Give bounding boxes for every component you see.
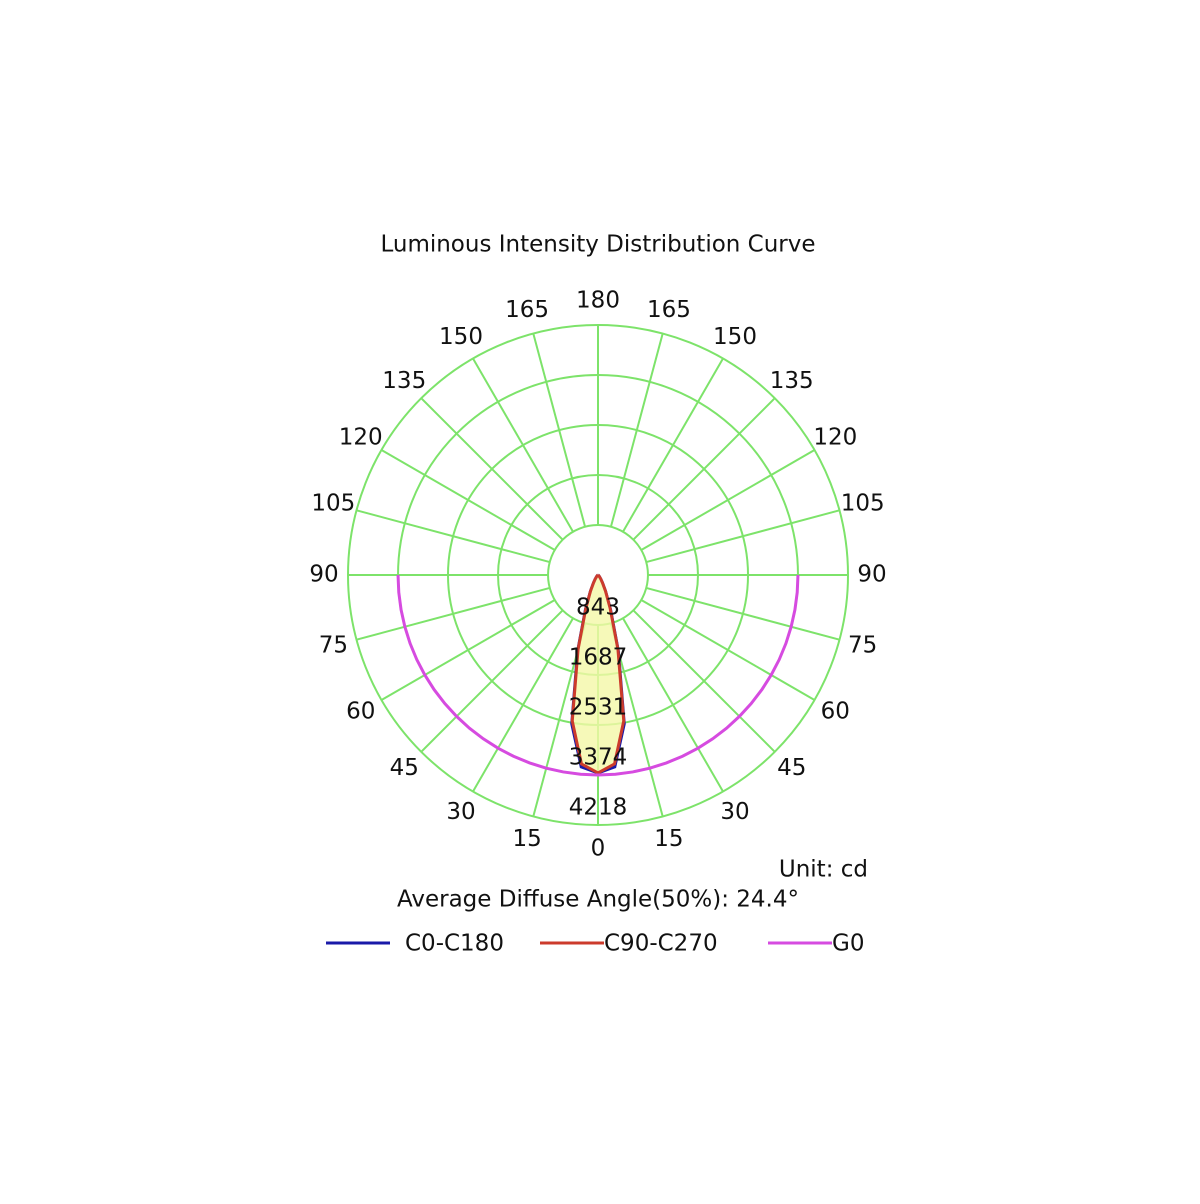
angle-label: 180 [576, 288, 620, 314]
angle-label: 120 [339, 425, 383, 451]
r-tick-label: 2531 [569, 695, 628, 721]
unit-label: Unit: cd [779, 857, 868, 883]
r-tick-label: 3374 [569, 744, 628, 770]
angle-label: 30 [446, 799, 475, 825]
angle-label: 75 [319, 632, 348, 658]
angle-label: 105 [311, 491, 355, 517]
angle-label: 150 [713, 324, 757, 350]
angle-label: 15 [654, 826, 683, 852]
legend-label: C0-C180 [405, 931, 504, 957]
angle-label: 135 [382, 368, 426, 394]
angle-label: 150 [439, 324, 483, 350]
curve [570, 573, 599, 775]
angle-label: 105 [841, 491, 885, 517]
angle-label: 0 [591, 836, 606, 862]
beam-fill [572, 575, 624, 773]
angle-label: 165 [647, 297, 691, 323]
curve [597, 573, 626, 775]
r-tick-label: 1687 [569, 644, 628, 670]
curve [396, 574, 599, 777]
angle-label: 165 [505, 297, 549, 323]
angle-label: 60 [346, 699, 375, 725]
angle-label: 30 [720, 799, 749, 825]
legend-label: G0 [832, 931, 864, 957]
angle-label: 120 [813, 425, 857, 451]
angle-label: 135 [770, 368, 814, 394]
legend-label: C90-C270 [604, 931, 718, 957]
grid-ring [347, 324, 849, 826]
angle-label: 90 [857, 562, 886, 588]
angle-label: 45 [777, 755, 806, 781]
chart-title: Luminous Intensity Distribution Curve [380, 232, 815, 258]
angle-label: 45 [390, 755, 419, 781]
angle-label: 60 [821, 699, 850, 725]
r-tick-label: 4218 [569, 795, 628, 821]
note: Average Diffuse Angle(50%): 24.4° [397, 887, 799, 913]
curve [597, 574, 800, 777]
angle-label: 75 [848, 632, 877, 658]
angle-label: 90 [309, 562, 338, 588]
angle-label: 15 [512, 826, 541, 852]
r-tick-label: 843 [576, 594, 620, 620]
